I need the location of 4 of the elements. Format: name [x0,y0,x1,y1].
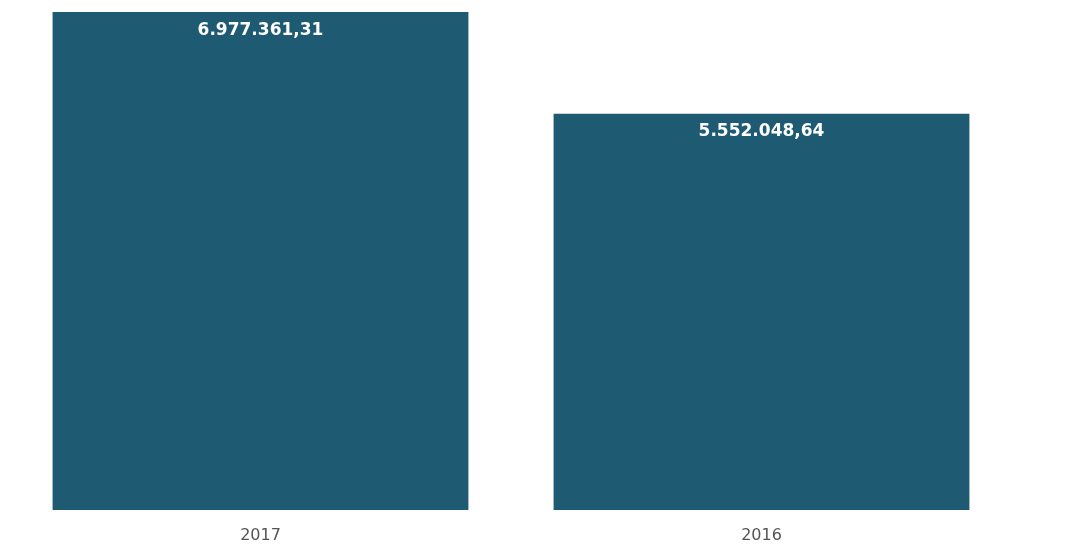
data-label: 6.977.361,31 [197,18,324,39]
x-tick-label: 2017 [240,524,281,544]
x-tick-label: 2016 [741,524,782,544]
data-label: 5.552.048,64 [698,120,825,141]
